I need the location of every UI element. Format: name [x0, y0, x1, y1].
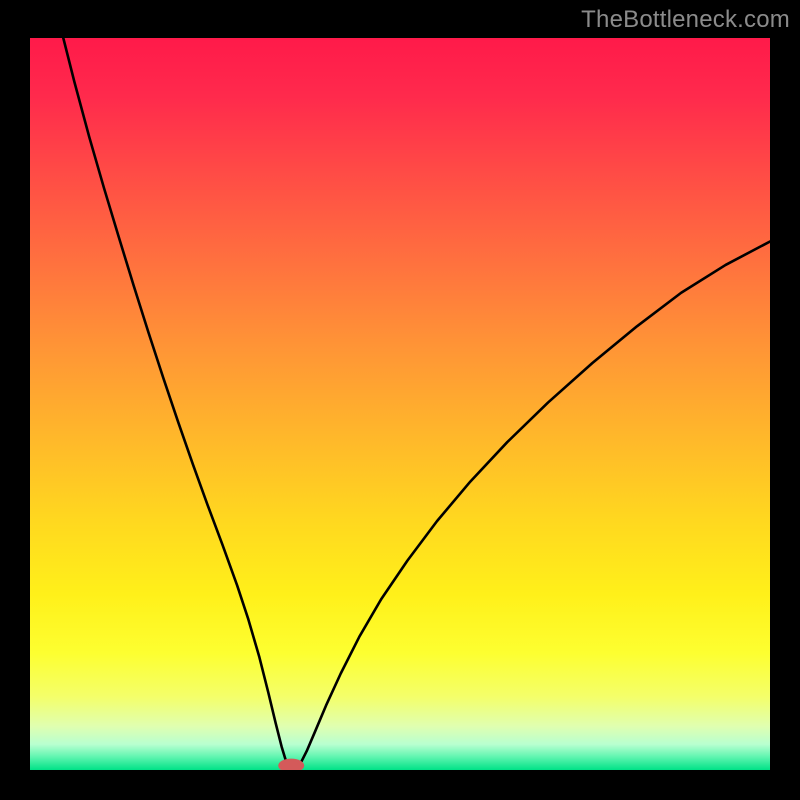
bottleneck-chart — [30, 38, 770, 770]
watermark-text: TheBottleneck.com — [581, 6, 790, 34]
chart-svg — [30, 38, 770, 770]
gradient-background — [30, 38, 770, 770]
